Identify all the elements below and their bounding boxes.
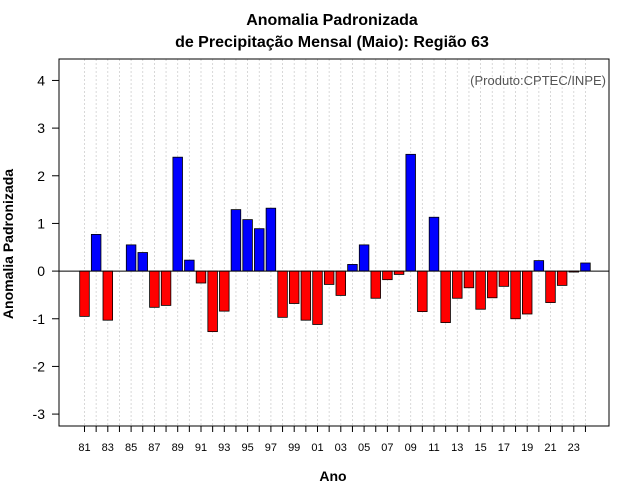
- bar-90: [184, 259, 195, 272]
- x-tick-label: 05: [358, 442, 370, 454]
- x-tick-label: 89: [172, 442, 184, 454]
- x-tick-label: 85: [125, 442, 137, 454]
- y-tick-label: 0: [37, 263, 45, 279]
- x-tick-label: 87: [148, 442, 160, 454]
- x-tick-label: 11: [428, 442, 439, 454]
- bar-96: [254, 228, 265, 272]
- y-tick-label: -3: [33, 406, 46, 422]
- bar-85: [125, 244, 137, 272]
- bar-20: [533, 260, 545, 272]
- y-axis-title: Anomalia Padronizada: [0, 169, 16, 319]
- bar-21: [545, 270, 556, 303]
- x-tick-label: 97: [265, 442, 277, 454]
- bar-88: [160, 270, 172, 306]
- x-tick-label: 19: [521, 442, 533, 454]
- bar-01: [312, 270, 323, 325]
- bar-10: [417, 270, 428, 313]
- y-tick-label: 3: [37, 120, 45, 136]
- bar-24: [580, 262, 591, 272]
- x-tick-label: 09: [405, 442, 417, 454]
- bar-02: [323, 270, 335, 285]
- bar-81: [79, 270, 90, 317]
- x-tick-label: 01: [311, 442, 323, 454]
- x-tick-label: 07: [381, 442, 393, 454]
- bar-05: [358, 244, 370, 272]
- bar-07: [382, 270, 393, 281]
- y-tick-label: -1: [33, 311, 46, 327]
- bar-13: [452, 270, 463, 299]
- vertical-gridlines: [84, 59, 586, 426]
- bar-94: [230, 209, 242, 272]
- x-tick-label: 95: [241, 442, 253, 454]
- bar-92: [207, 270, 218, 333]
- bar-19: [522, 270, 533, 315]
- bar-98: [277, 270, 288, 318]
- credit-note: (Produto:CPTEC/INPE): [470, 73, 606, 88]
- bar-12: [440, 270, 451, 323]
- bar-06: [370, 270, 381, 299]
- y-axis: -3 -2 -1 0 1 2 3 4: [33, 72, 59, 422]
- x-tick-label: 13: [451, 442, 463, 454]
- y-tick-label: -2: [33, 358, 46, 374]
- bar-15: [475, 270, 486, 310]
- bar-86: [137, 252, 148, 272]
- chart-title-line1: Anomalia Padronizada: [246, 12, 418, 29]
- x-tick-label: 81: [78, 442, 90, 454]
- x-tick-label: 99: [288, 442, 300, 454]
- bar-14: [463, 270, 475, 289]
- bar-11: [428, 216, 440, 272]
- x-axis-title: Ano: [319, 468, 346, 484]
- bar-04: [347, 264, 358, 272]
- bar-08: [393, 270, 405, 275]
- x-tick-label: 91: [195, 442, 207, 454]
- plot-frame: [58, 58, 610, 427]
- bar-87: [149, 270, 160, 308]
- y-tick-label: 1: [37, 215, 45, 231]
- y-tick-label: 4: [37, 72, 45, 88]
- bar-16: [487, 270, 498, 299]
- bar-89: [172, 156, 183, 272]
- x-tick-label: 93: [218, 442, 230, 454]
- x-tick-label: 23: [568, 442, 580, 454]
- bar-00: [300, 270, 312, 321]
- bar-97: [265, 207, 277, 272]
- bars-group: [79, 153, 591, 333]
- x-tick-label: 03: [335, 442, 347, 454]
- bar-91: [195, 270, 207, 284]
- bar-93: [219, 270, 230, 312]
- bar-99: [288, 270, 300, 304]
- bar-82: [90, 233, 102, 272]
- x-tick-label: 17: [498, 442, 510, 454]
- bar-18: [510, 270, 521, 320]
- x-axis: 81 83 85 87 89 91 93 95 97 99 01 03 05 07 09 11 13 15 17 19…: [78, 426, 586, 454]
- bar-22: [556, 270, 568, 286]
- x-tick-label: 21: [544, 442, 556, 454]
- x-tick-label: 15: [474, 442, 486, 454]
- y-tick-label: 2: [37, 168, 45, 184]
- bar-83: [102, 270, 114, 321]
- x-tick-label: 83: [102, 442, 114, 454]
- bar-03: [335, 270, 347, 296]
- bar-09: [405, 153, 416, 272]
- bar-17: [498, 270, 510, 287]
- chart-title-line2: de Precipitação Mensal (Maio): Região 63: [175, 34, 489, 51]
- bar-95: [242, 219, 253, 272]
